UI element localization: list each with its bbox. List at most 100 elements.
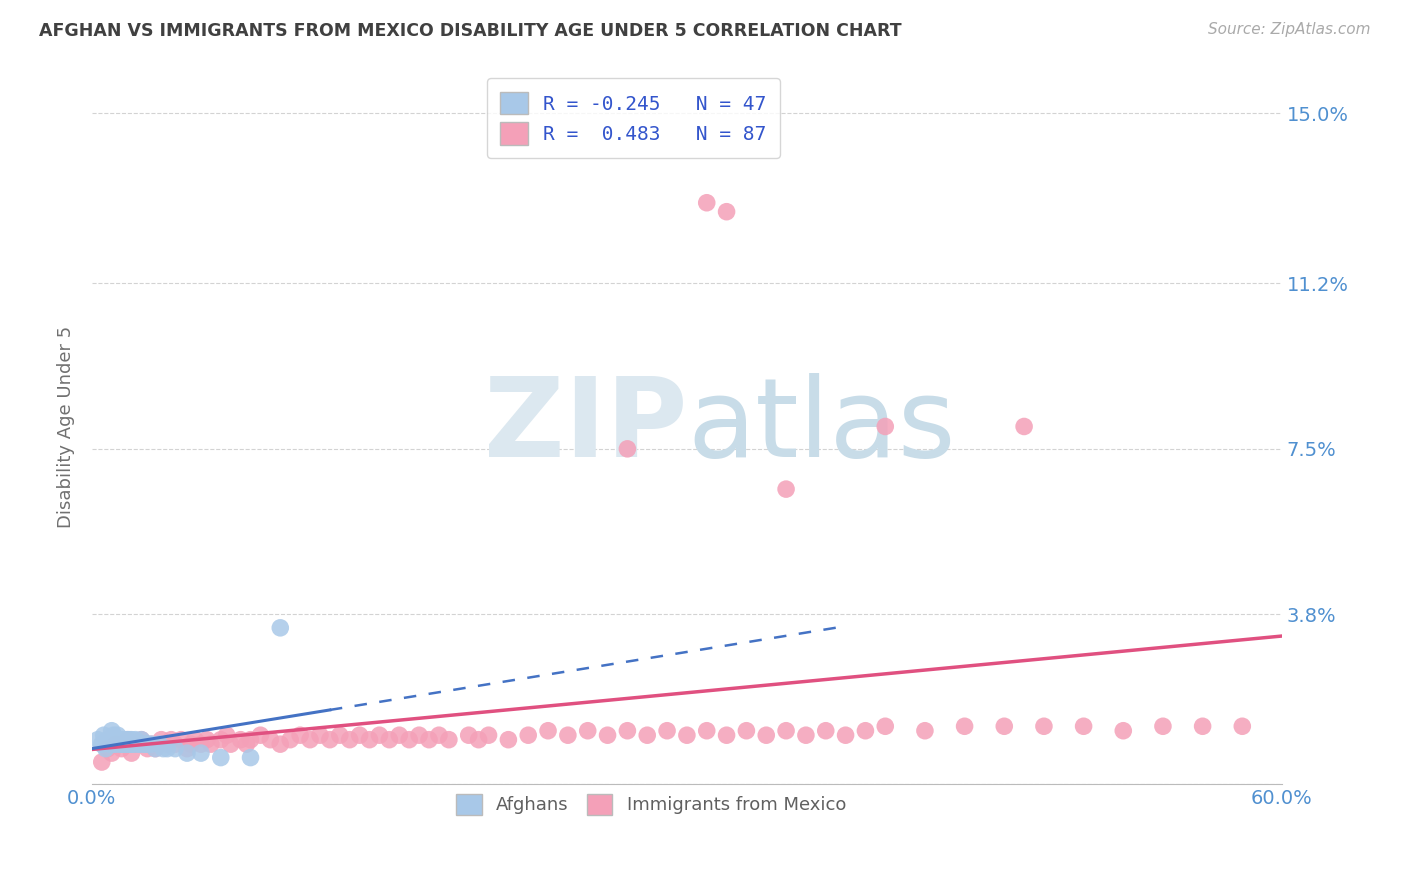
Text: ZIP: ZIP (484, 373, 688, 480)
Point (132, 737, 155, 751)
Point (112, 737, 135, 751)
Point (156, 737, 179, 751)
Point (755, 728, 778, 742)
Point (239, 750, 262, 764)
Point (90, 755, 112, 769)
Point (124, 732, 146, 747)
Point (176, 741, 198, 756)
Point (117, 732, 139, 747)
Point (156, 741, 179, 756)
Point (467, 732, 489, 747)
Point (131, 732, 153, 747)
Point (235, 737, 257, 751)
Point (209, 732, 232, 747)
Point (1232, 719, 1254, 733)
Point (953, 719, 976, 733)
Point (97, 741, 120, 756)
Point (134, 737, 156, 751)
Point (1191, 719, 1213, 733)
Point (121, 732, 143, 747)
Point (118, 737, 141, 751)
Point (127, 737, 149, 751)
Point (93, 728, 115, 742)
Point (108, 732, 131, 747)
Point (103, 737, 125, 751)
Point (388, 728, 411, 742)
Point (176, 746, 198, 760)
Point (122, 737, 145, 751)
Point (875, 719, 897, 733)
Text: Source: ZipAtlas.com: Source: ZipAtlas.com (1208, 22, 1371, 37)
Point (993, 719, 1015, 733)
Point (696, 723, 718, 738)
Point (143, 741, 166, 756)
Point (165, 741, 187, 756)
Text: atlas: atlas (688, 373, 956, 480)
Point (209, 750, 232, 764)
Point (655, 723, 678, 738)
Point (180, 737, 202, 751)
Point (269, 621, 291, 635)
Point (616, 442, 638, 456)
Point (97, 732, 120, 747)
Point (1032, 719, 1054, 733)
Point (121, 746, 143, 760)
Point (112, 732, 135, 747)
Point (378, 732, 401, 747)
Point (498, 732, 520, 747)
Point (184, 732, 207, 747)
Point (309, 728, 332, 742)
Point (114, 737, 136, 751)
Point (716, 204, 738, 219)
Point (1112, 723, 1135, 738)
Point (368, 728, 391, 742)
Point (676, 728, 699, 742)
Point (834, 728, 856, 742)
Point (696, 195, 718, 210)
Point (190, 737, 212, 751)
Point (117, 732, 139, 747)
Point (259, 732, 281, 747)
Point (418, 732, 440, 747)
Point (596, 728, 619, 742)
Y-axis label: Disability Age Under 5: Disability Age Under 5 (58, 326, 75, 527)
Point (616, 723, 638, 738)
Point (200, 737, 222, 751)
Point (1152, 719, 1174, 733)
Point (437, 732, 460, 747)
Point (219, 737, 242, 751)
Point (1073, 719, 1095, 733)
Point (110, 741, 132, 756)
Point (141, 737, 163, 751)
Legend: Afghans, Immigrants from Mexico: Afghans, Immigrants from Mexico (446, 783, 856, 825)
Point (408, 728, 430, 742)
Point (875, 419, 897, 434)
Point (190, 746, 212, 760)
Point (104, 737, 127, 751)
Point (148, 737, 170, 751)
Point (128, 737, 150, 751)
Point (239, 732, 262, 747)
Point (319, 732, 342, 747)
Point (359, 732, 381, 747)
Point (794, 728, 817, 742)
Point (160, 732, 183, 747)
Point (229, 732, 252, 747)
Point (124, 737, 146, 751)
Point (278, 732, 301, 747)
Point (349, 728, 371, 742)
Point (814, 723, 837, 738)
Point (103, 728, 125, 742)
Point (329, 728, 352, 742)
Point (121, 737, 143, 751)
Point (98, 737, 121, 751)
Point (914, 723, 936, 738)
Point (150, 732, 173, 747)
Point (477, 728, 499, 742)
Point (716, 728, 738, 742)
Point (1012, 419, 1035, 434)
Point (576, 723, 599, 738)
Point (114, 732, 136, 747)
Point (165, 737, 187, 751)
Text: AFGHAN VS IMMIGRANTS FROM MEXICO DISABILITY AGE UNDER 5 CORRELATION CHART: AFGHAN VS IMMIGRANTS FROM MEXICO DISABIL… (39, 22, 903, 40)
